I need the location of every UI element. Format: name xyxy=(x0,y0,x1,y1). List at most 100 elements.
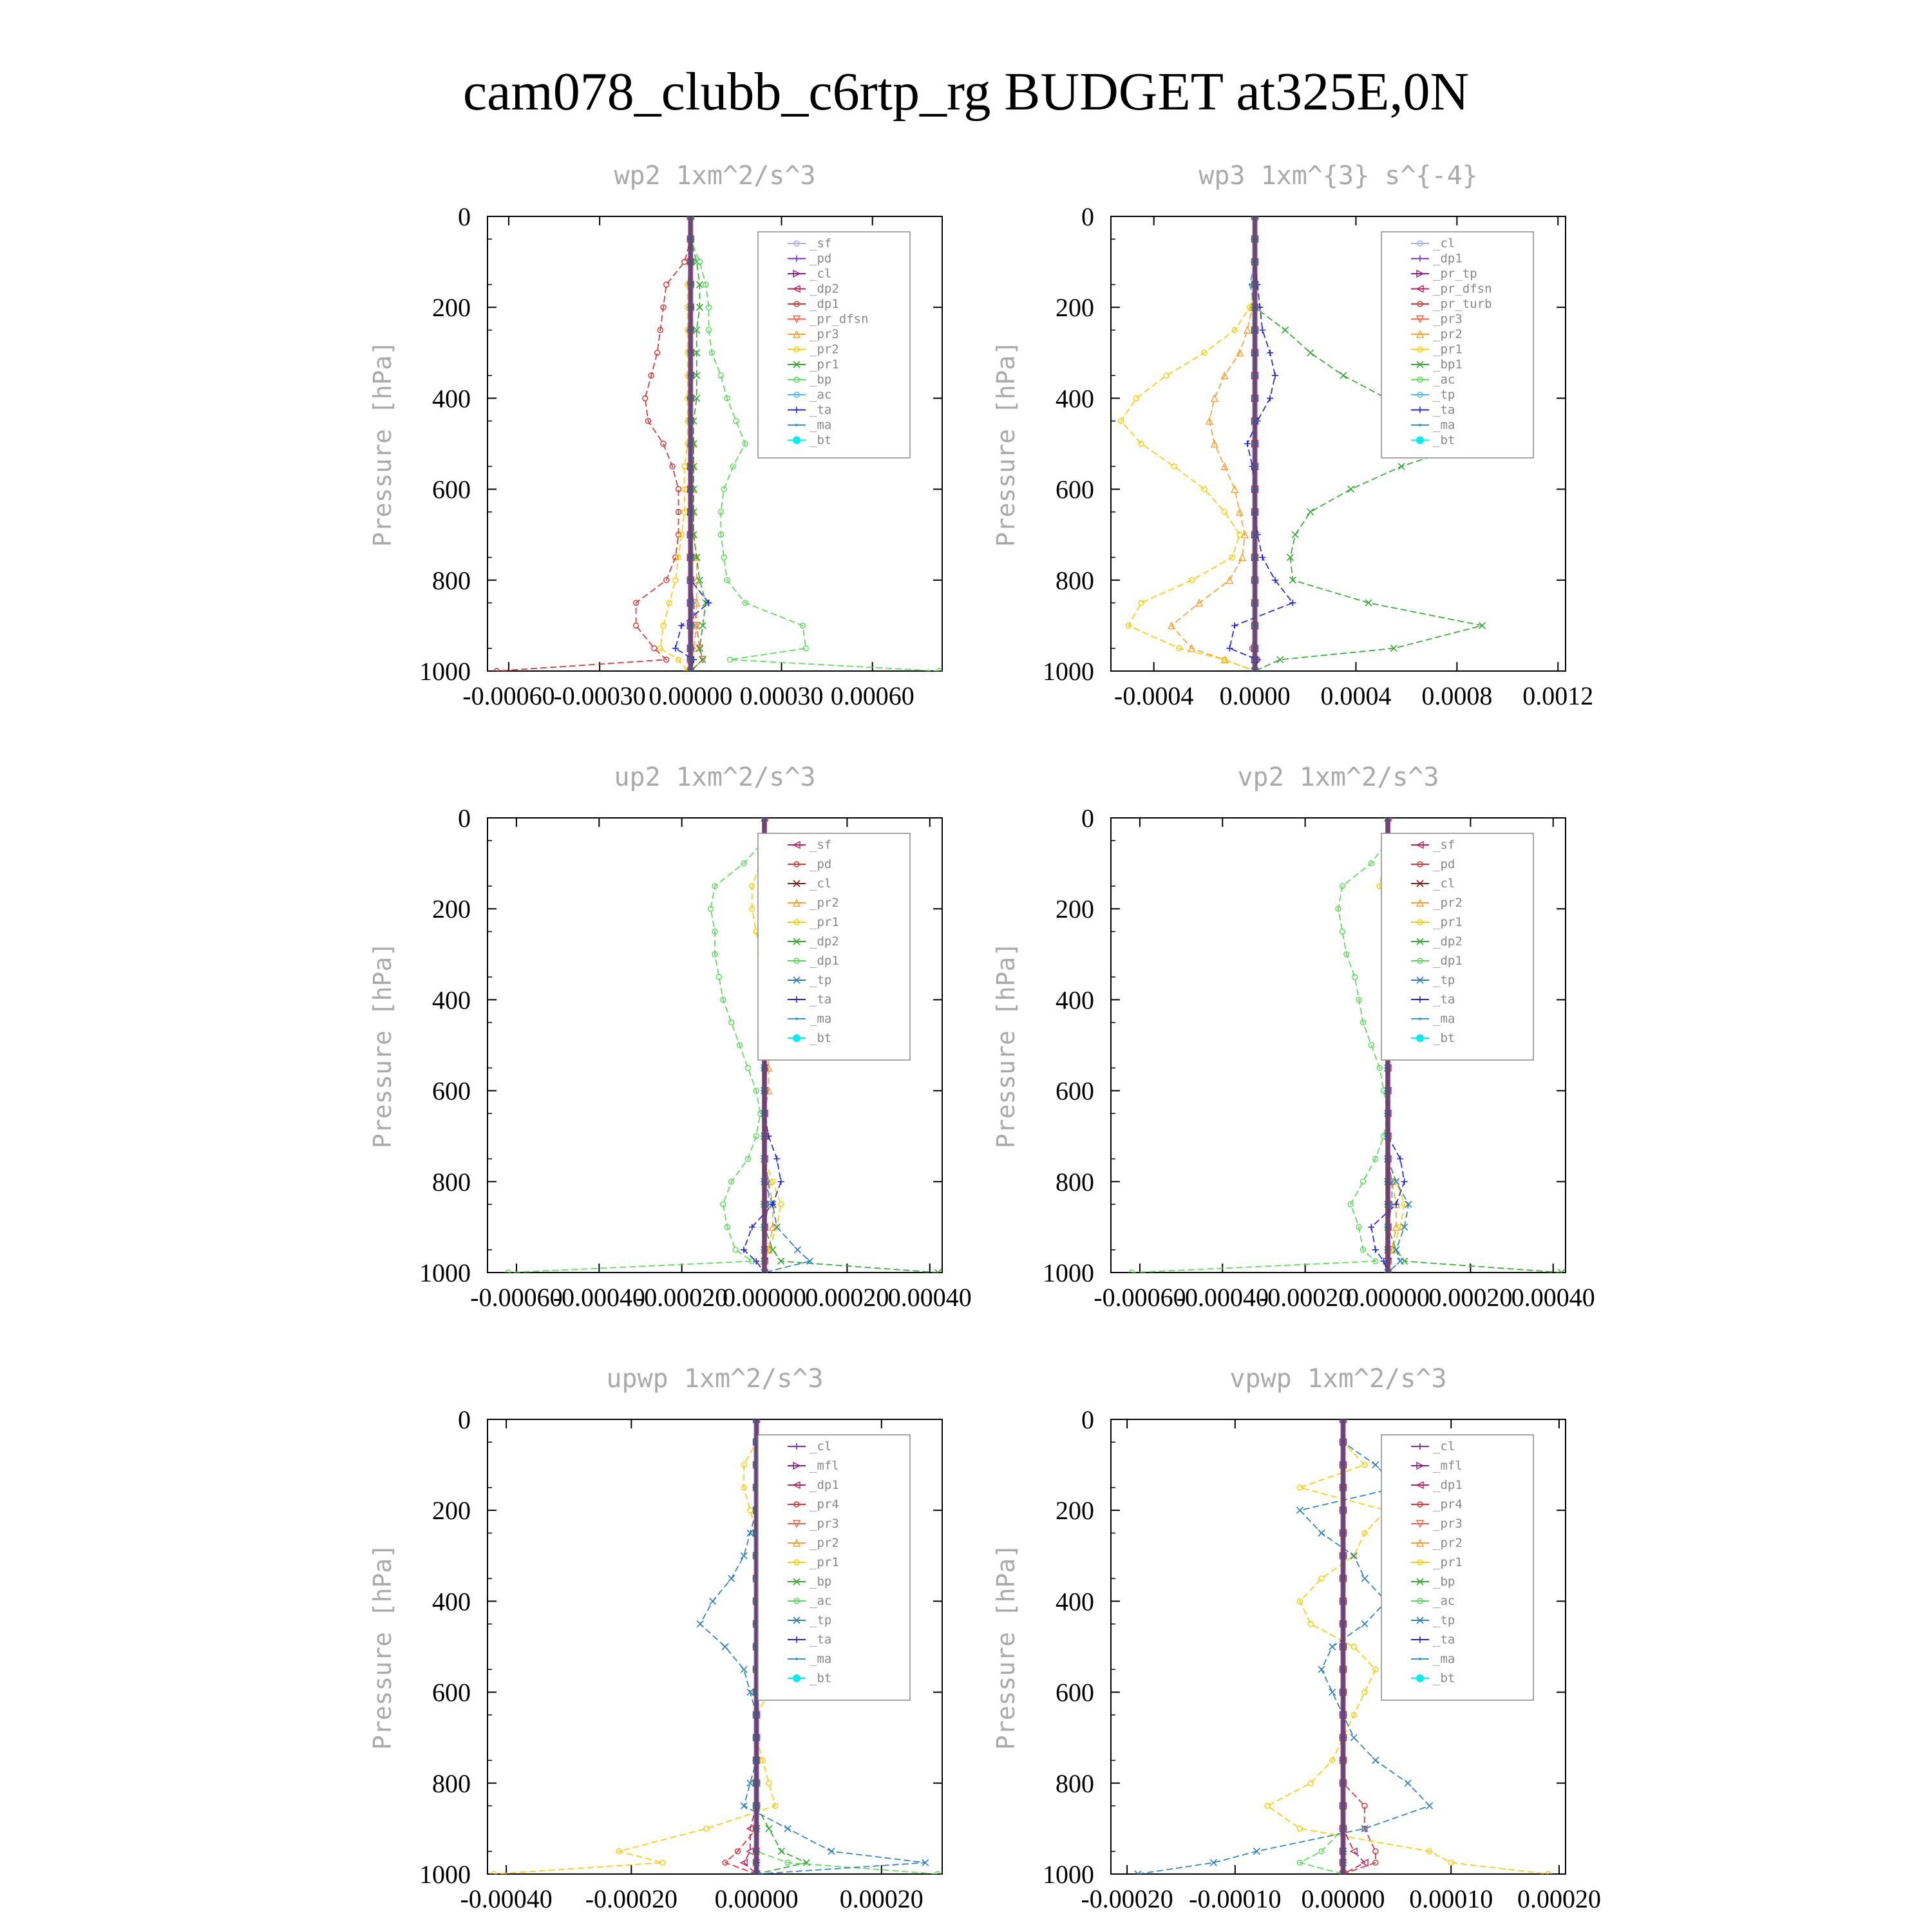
series-point-tp xyxy=(1372,1462,1379,1468)
series-point-pr1 xyxy=(1139,600,1144,605)
x-tick-label: 0.00030 xyxy=(740,681,824,710)
series-point-pr1 xyxy=(1202,487,1207,492)
x-tick-label: 0.00000 xyxy=(723,1283,806,1312)
series-line-dp1 xyxy=(1132,818,1388,1273)
y-tick-label: 400 xyxy=(432,384,471,413)
series-point-ta xyxy=(672,645,679,652)
legend-label: _pr3 xyxy=(1433,312,1463,327)
series-point-ta xyxy=(1401,1179,1408,1185)
x-tick-label: 0.00000 xyxy=(649,681,732,710)
legend-label: _sf xyxy=(810,838,831,852)
y-tick-label: 200 xyxy=(1056,293,1094,322)
x-tick-label: 0.00040 xyxy=(888,1283,972,1312)
legend-marker xyxy=(795,1658,798,1660)
legend-label: _ma xyxy=(810,1012,831,1026)
series-point-pr1 xyxy=(1133,395,1139,401)
series-point-ta xyxy=(1368,1224,1374,1230)
y-axis-label: Pressure [hPa] xyxy=(368,1544,397,1750)
x-tick-label: -0.00020 xyxy=(1259,1283,1351,1312)
series-point-bp1 xyxy=(1292,531,1298,538)
legend-label: _mfl xyxy=(810,1459,839,1473)
x-tick-label: 0.00020 xyxy=(840,1884,923,1913)
legend-label: _bp xyxy=(810,373,831,387)
legend-label: _pr_tp xyxy=(1433,267,1477,281)
y-tick-label: 1000 xyxy=(1043,657,1094,686)
legend-marker xyxy=(1419,1658,1421,1660)
series-point-ma xyxy=(767,1180,770,1183)
legend-label: _cl xyxy=(1433,236,1455,251)
legend-label: _pr1 xyxy=(810,915,839,929)
legend-label: _mfl xyxy=(1433,1459,1463,1473)
x-tick-label: -0.00060 xyxy=(1094,1283,1186,1312)
y-tick-label: 0 xyxy=(458,804,471,833)
y-tick-label: 800 xyxy=(432,566,471,595)
legend-label: _ta xyxy=(810,1633,831,1647)
series-point-ma xyxy=(767,1203,770,1206)
series-line-pr4 xyxy=(1343,1419,1376,1874)
x-tick-label: 0.00000 xyxy=(1346,1283,1430,1312)
series-point-pr1 xyxy=(1351,1644,1356,1649)
legend-label: _pr4 xyxy=(810,1497,839,1511)
panel-title: wp3 1xm^{3} s^{-4} xyxy=(1198,161,1477,191)
x-tick-label: 0.0000 xyxy=(1220,681,1291,710)
x-tick-label: -0.00020 xyxy=(585,1884,677,1913)
y-tick-label: 200 xyxy=(1056,1496,1094,1525)
x-tick-label: 0.0004 xyxy=(1320,681,1391,710)
series-point-pr2 xyxy=(1244,327,1251,334)
legend: _cl _mfl _dp1 _pr4 _pr3 _pr2 _pr1 _bp _ac _tp _ta _… xyxy=(758,1435,910,1700)
legend-label: _ta xyxy=(1433,1633,1455,1647)
legend-marker xyxy=(793,1674,800,1682)
legend-label: _dp2 xyxy=(810,282,839,296)
y-axis-label: Pressure [hPa] xyxy=(368,942,397,1148)
series-line-dp1 xyxy=(497,216,690,671)
panel-1: wp2 1xm^2/s^3Pressure [hPa]0200400600800… xyxy=(368,161,942,710)
panel-title: vpwp 1xm^2/s^3 xyxy=(1229,1364,1446,1394)
series-point-dp1 xyxy=(1352,974,1358,980)
x-tick-label: 0.00000 xyxy=(715,1884,799,1913)
legend-label: _cl xyxy=(810,876,831,891)
legend-label: _pr_dfsn xyxy=(1433,282,1492,296)
series-point-ta xyxy=(1372,1247,1379,1253)
legend-label: _dp2 xyxy=(810,934,839,949)
legend-label: _ma xyxy=(810,1652,831,1666)
x-tick-label: -0.00030 xyxy=(553,681,645,710)
x-tick-label: 0.00000 xyxy=(1302,1884,1385,1913)
panel-title: vp2 1xm^2/s^3 xyxy=(1237,762,1439,792)
legend-label: _cl xyxy=(1433,876,1455,891)
legend-label: _pr2 xyxy=(810,896,839,910)
series-point-tp xyxy=(697,1621,703,1627)
x-tick-label: 0.00020 xyxy=(1428,1283,1512,1312)
y-tick-label: 800 xyxy=(1056,1168,1094,1197)
y-axis-label: Pressure [hPa] xyxy=(992,942,1020,1148)
series-line-ta xyxy=(1229,216,1293,671)
legend-label: _ta xyxy=(810,992,831,1007)
series-point-ta xyxy=(773,1156,780,1162)
series-point-bp1 xyxy=(1340,372,1347,379)
y-tick-label: 600 xyxy=(432,475,471,504)
series-point-ma xyxy=(1249,283,1251,286)
y-tick-label: 0 xyxy=(1081,202,1094,231)
panel-2: wp3 1xm^{3} s^{-4}Pressure [hPa]02004006… xyxy=(992,161,1593,710)
legend: _sf _pd _cl _pr2 _pr1 _dp2 _dp1 _tp _ta _ma _bt xyxy=(758,833,910,1060)
legend-label: _dp1 xyxy=(810,1478,839,1492)
legend-label: _bp xyxy=(810,1575,831,1589)
figure-title: cam078_clubb_c6rtp_rg BUDGET at325E,0N xyxy=(463,62,1469,122)
y-axis-label: Pressure [hPa] xyxy=(992,341,1020,547)
legend-label: _bt xyxy=(810,1031,831,1045)
legend-label: _pr3 xyxy=(810,327,839,341)
legend-label: _pr1 xyxy=(1433,1555,1463,1569)
series-point-dp1 xyxy=(634,623,639,628)
series-point-bp xyxy=(778,1848,784,1855)
legend-label: _pr_turb xyxy=(1433,297,1492,311)
y-tick-label: 600 xyxy=(1056,475,1094,504)
x-tick-label: -0.00060 xyxy=(462,681,554,710)
legend-marker xyxy=(1416,437,1424,444)
panel-title: upwp 1xm^2/s^3 xyxy=(606,1364,823,1394)
legend-marker xyxy=(795,1018,798,1020)
legend-label: _sf xyxy=(810,236,831,251)
x-tick-label: 0.00060 xyxy=(831,681,914,710)
legend-label: _ta xyxy=(1433,992,1455,1007)
series-point-pr1 xyxy=(1164,373,1169,378)
series-point-bp1 xyxy=(1365,600,1372,606)
series-point-ta xyxy=(1259,554,1265,561)
